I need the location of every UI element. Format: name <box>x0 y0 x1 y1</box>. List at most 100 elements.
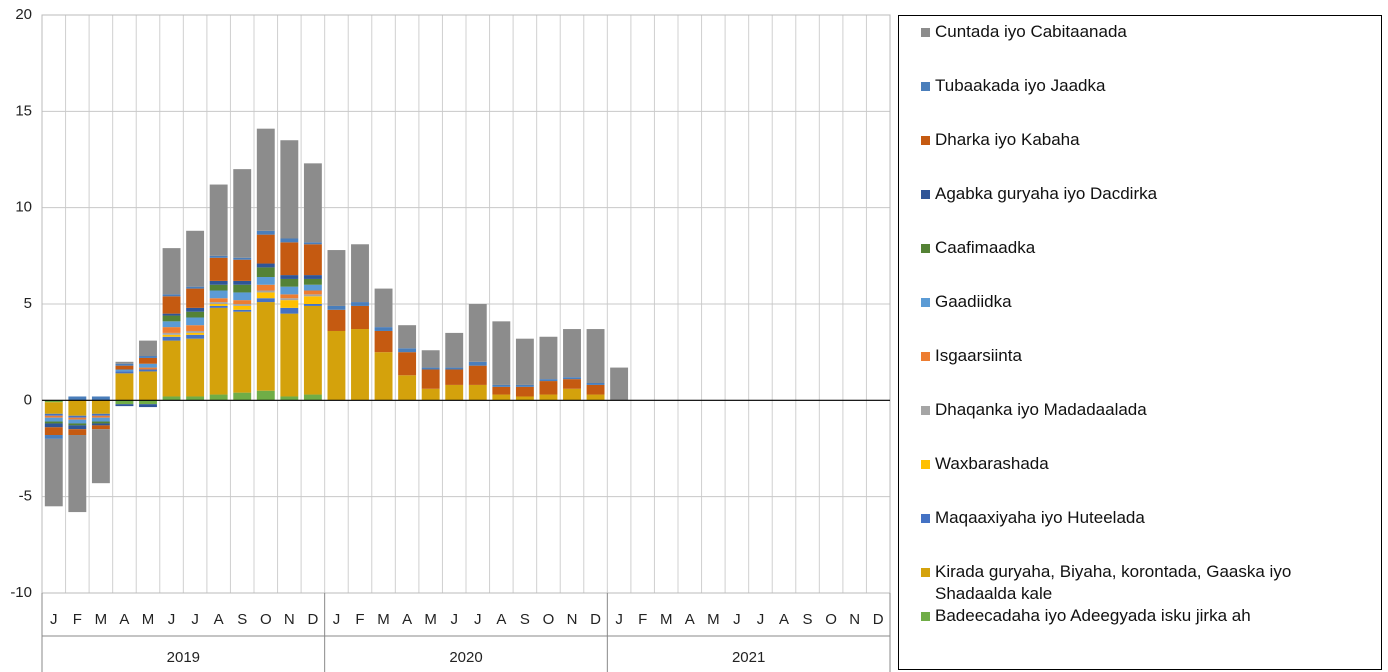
bar-segment <box>492 394 511 401</box>
legend-item: Dharka iyo Kabaha <box>921 129 1373 151</box>
bar-segment <box>303 294 322 297</box>
bar-segment <box>68 415 87 418</box>
bar-segment <box>162 315 181 322</box>
bar-segment <box>374 330 393 353</box>
bar-segment <box>563 379 581 389</box>
bar-segment <box>139 340 157 357</box>
legend-item: Tubaakada iyo Jaadka <box>921 75 1373 97</box>
bar-segment <box>209 304 228 306</box>
legend-swatch <box>921 568 930 577</box>
bar-segment <box>280 242 299 276</box>
bar-segment <box>280 307 299 314</box>
legend-swatch <box>921 298 930 307</box>
bar-segment <box>91 423 110 426</box>
bar-segment <box>209 394 228 401</box>
bar-segment <box>91 400 110 414</box>
bar-segment <box>44 423 63 428</box>
bar-segment <box>162 332 181 335</box>
x-tick-label: A <box>214 611 224 628</box>
bar-segment <box>421 369 440 389</box>
bar-segment <box>233 169 252 258</box>
bar-segment <box>303 278 322 285</box>
bar-segment <box>374 352 393 401</box>
bar-segment <box>256 230 275 235</box>
legend-label: Dharka iyo Kabaha <box>935 130 1080 149</box>
bar-segment <box>233 280 252 285</box>
bar-segment <box>139 404 157 408</box>
x-tick-label: M <box>142 611 155 628</box>
bar-segment <box>139 400 157 405</box>
x-tick-label: J <box>474 611 482 628</box>
bar-segment <box>115 369 134 372</box>
y-tick-label: 20 <box>15 6 32 23</box>
bar-segment <box>44 438 63 507</box>
x-tick-label: A <box>119 611 129 628</box>
bar-segment <box>303 305 322 395</box>
bar-segment <box>539 336 558 380</box>
bar-segment <box>186 334 205 339</box>
bar-segment <box>303 296 322 304</box>
bar-segment <box>398 348 417 353</box>
bar-segment <box>233 305 252 310</box>
x-tick-label: J <box>450 611 458 628</box>
bar-segment <box>186 338 205 397</box>
x-tick-label: A <box>685 611 695 628</box>
x-tick-label: D <box>873 611 884 628</box>
x-tick-label: M <box>95 611 108 628</box>
bar-segment <box>303 394 322 401</box>
bar-segment <box>492 386 511 395</box>
bar-segment <box>68 396 87 401</box>
legend-label: Maqaaxiyaha iyo Huteelada <box>935 508 1145 527</box>
bar-segment <box>68 419 87 424</box>
bar-segment <box>162 321 181 328</box>
bar-segment <box>563 377 581 380</box>
y-tick-label: 0 <box>24 391 32 408</box>
legend-swatch <box>921 190 930 199</box>
x-tick-label: O <box>543 611 555 628</box>
x-tick-label: D <box>307 611 318 628</box>
x-tick-label: J <box>733 611 741 628</box>
bar-segment <box>186 330 205 333</box>
bar-segment <box>351 305 369 330</box>
legend-label: Gaadiidka <box>935 292 1012 311</box>
bar-segment <box>91 421 110 424</box>
legend-swatch <box>921 514 930 523</box>
x-tick-label: J <box>757 611 765 628</box>
x-tick-label: M <box>660 611 673 628</box>
bar-segment <box>115 371 134 374</box>
bar-segment <box>233 259 252 281</box>
bar-segment <box>492 384 511 387</box>
legend-label: Kirada guryaha, Biyaha, korontada, Gaask… <box>935 562 1292 603</box>
x-tick-label: O <box>825 611 837 628</box>
bar-segment <box>303 244 322 276</box>
bar-segment <box>186 288 205 308</box>
bar-segment <box>539 394 558 401</box>
bar-segment <box>91 425 110 430</box>
bar-segment <box>233 309 252 312</box>
legend-item: Gaadiidka <box>921 291 1373 313</box>
legend-swatch <box>921 612 930 621</box>
bar-segment <box>139 363 157 368</box>
bar-segment <box>515 386 534 397</box>
legend-label: Tubaakada iyo Jaadka <box>935 76 1106 95</box>
year-label: 2020 <box>449 649 482 666</box>
bar-segment <box>256 277 275 285</box>
bar-segment <box>468 384 487 401</box>
x-tick-label: S <box>520 611 530 628</box>
legend-item: Kirada guryaha, Biyaha, korontada, Gaask… <box>921 561 1373 605</box>
bar-segment <box>162 396 181 401</box>
bar-segment <box>115 400 134 405</box>
legend-label: Badeecadaha iyo Adeegyada isku jirka ah <box>935 606 1251 625</box>
bar-segment <box>280 300 299 308</box>
bar-segment <box>280 396 299 401</box>
bar-segment <box>162 327 181 333</box>
bar-segment <box>303 290 322 295</box>
legend-swatch <box>921 460 930 469</box>
x-tick-label: J <box>191 611 199 628</box>
bar-segment <box>515 338 534 385</box>
legend-label: Caafimaadka <box>935 238 1036 257</box>
x-tick-label: O <box>260 611 272 628</box>
x-tick-label: N <box>567 611 578 628</box>
bar-segment <box>563 388 581 401</box>
x-tick-label: M <box>424 611 437 628</box>
